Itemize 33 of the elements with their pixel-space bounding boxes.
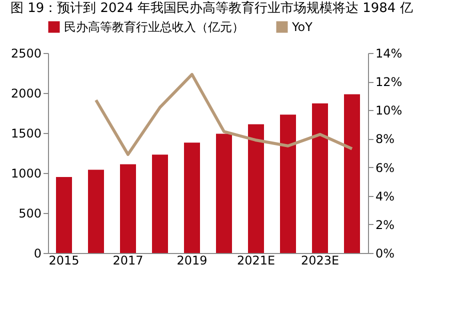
x-tick-label: 2019 xyxy=(176,254,208,268)
y2-tick-label: 4% xyxy=(376,189,395,204)
y-tick-label: 500 xyxy=(18,206,42,220)
y-tick-label: 1500 xyxy=(10,126,42,140)
bar xyxy=(184,142,200,253)
y-tick-label: 2500 xyxy=(10,46,42,60)
y2-tick-label: 10% xyxy=(376,104,402,118)
bar xyxy=(152,154,168,253)
bar xyxy=(248,124,264,253)
chart-title: 图 19：预计到 2024 年我国民办高等教育行业市场规模将达 1984 亿 xyxy=(10,0,413,16)
bar xyxy=(344,94,360,253)
line-series xyxy=(94,72,354,156)
y-tick-label: 0 xyxy=(34,246,42,260)
y2-tick-label: 14% xyxy=(376,46,402,60)
bar xyxy=(88,170,104,253)
y2-tick-label: 8% xyxy=(376,132,395,146)
legend-label: 民办高等教育行业总收入（亿元） xyxy=(64,20,244,34)
y-tick-label: 1000 xyxy=(10,166,42,180)
bar xyxy=(280,114,296,253)
bar xyxy=(312,103,328,253)
x-tick-label: 2023E xyxy=(300,254,340,268)
x-tick-label: 2017 xyxy=(112,254,144,268)
x-tick-label: 2021E xyxy=(236,254,276,268)
x-tick-label: 2015 xyxy=(48,254,80,268)
bar xyxy=(120,164,136,253)
y2-tick-label: 12% xyxy=(376,75,402,90)
y2-tick-label: 2% xyxy=(376,218,395,232)
y2-tick-label: 6% xyxy=(376,160,395,175)
y-tick-label: 2000 xyxy=(10,86,42,100)
bar xyxy=(216,134,232,253)
bar xyxy=(56,177,72,253)
legend-label: YoY xyxy=(291,20,314,34)
y2-tick-label: 0% xyxy=(376,246,395,260)
